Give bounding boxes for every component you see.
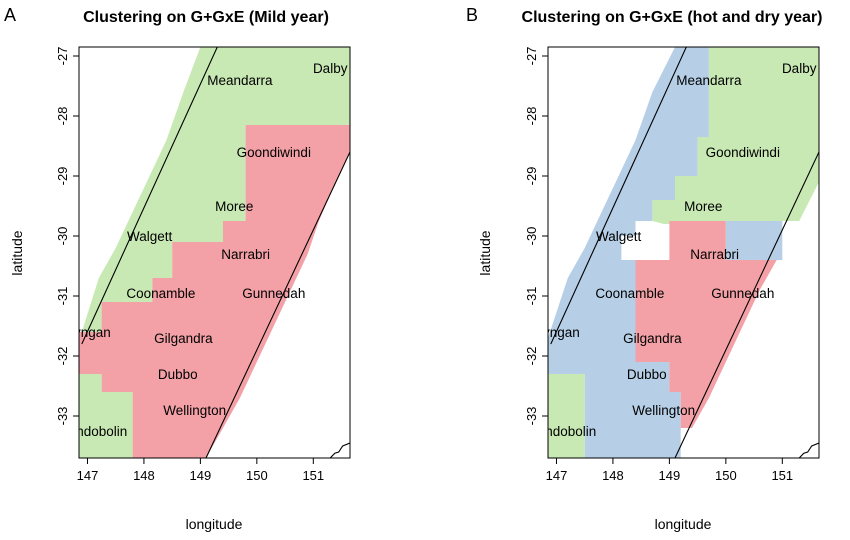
y-tick-label: -27 — [524, 47, 539, 66]
cluster-region-green-4 — [548, 374, 585, 458]
x-tick-label: 150 — [246, 468, 268, 483]
region-boundary-line-0 — [81, 47, 218, 345]
y-tick-label: -33 — [55, 407, 70, 426]
town-label-condobolin: Condobolin — [59, 424, 127, 439]
coastline — [798, 442, 819, 458]
x-tick-label: 149 — [659, 468, 681, 483]
cluster-region-blue-0 — [548, 47, 709, 458]
town-label-moree: Moree — [215, 199, 253, 214]
panel-title-b: Clustering on G+GxE (hot and dry year) — [522, 9, 823, 26]
panel-letter-a: A — [4, 5, 16, 25]
x-axis-label-a: longitude — [186, 516, 243, 532]
panel-letter-b: B — [466, 5, 478, 25]
x-tick-label: 151 — [771, 468, 793, 483]
y-tick-label: -31 — [524, 287, 539, 306]
x-axis-label-b: longitude — [655, 516, 712, 532]
region-boundary-line-1 — [205, 151, 350, 458]
town-label-coonamble: Coonamble — [126, 286, 195, 301]
x-tick-label: 148 — [133, 468, 155, 483]
map-area: Dalby Meandarra Goondiwindi Moree Walgett Nar… — [59, 47, 350, 458]
y-tick-label: -29 — [524, 167, 539, 186]
x-tick-label: 147 — [546, 468, 568, 483]
cluster-region-green-2 — [652, 47, 819, 224]
y-tick-label: -28 — [524, 107, 539, 126]
town-label-goondiwindi: Goondiwindi — [237, 145, 311, 160]
region-boundary-line-1 — [674, 151, 819, 458]
map-plot-b: Dalby Meandarra Goondiwindi Moree Walgett Nar… — [524, 46, 820, 483]
map-area: Dalby Meandarra Goondiwindi Moree Walgett Nar… — [528, 47, 819, 458]
y-axis-label-b: latitude — [477, 230, 493, 275]
town-label-walgett: Walgett — [127, 229, 173, 244]
region-boundary-line-0 — [550, 47, 687, 345]
town-label-wellington: Wellington — [632, 403, 695, 418]
town-label-nyngan: Nyngan — [64, 325, 111, 340]
x-tick-label: 150 — [715, 468, 737, 483]
town-label-gilgandra: Gilgandra — [154, 331, 213, 346]
plot-frame — [547, 46, 820, 459]
town-label-meandarra: Meandarra — [207, 73, 273, 88]
town-label-narrabri: Narrabri — [221, 247, 270, 262]
y-tick-label: -31 — [55, 287, 70, 306]
panel-a: A Clustering on G+GxE (Mild year) longit… — [4, 5, 351, 532]
y-tick-label: -28 — [55, 107, 70, 126]
panel-b: B Clustering on G+GxE (hot and dry year)… — [466, 5, 822, 532]
town-label-wellington: Wellington — [163, 403, 226, 418]
town-label-gilgandra: Gilgandra — [623, 331, 682, 346]
x-tick-label: 151 — [302, 468, 324, 483]
y-tick-label: -32 — [55, 347, 70, 366]
town-label-dubbo: Dubbo — [158, 367, 198, 382]
y-tick-label: -29 — [55, 167, 70, 186]
y-tick-label: -33 — [524, 407, 539, 426]
y-tick-label: -32 — [524, 347, 539, 366]
town-label-condobolin: Condobolin — [528, 424, 596, 439]
coastline — [329, 442, 350, 458]
cluster-region-red-1 — [79, 125, 350, 458]
town-label-dalby: Dalby — [782, 61, 817, 76]
y-tick-label: -30 — [524, 227, 539, 246]
cluster-region-green-2 — [79, 374, 133, 458]
town-label-dalby: Dalby — [313, 61, 348, 76]
cluster-region-red-3 — [635, 221, 777, 428]
town-label-moree: Moree — [684, 199, 722, 214]
town-label-coonamble: Coonamble — [595, 286, 664, 301]
x-tick-label: 148 — [602, 468, 624, 483]
x-tick-label: 149 — [190, 468, 212, 483]
town-label-meandarra: Meandarra — [676, 73, 742, 88]
town-label-gunnedah: Gunnedah — [242, 286, 305, 301]
map-plot-a: Dalby Meandarra Goondiwindi Moree Walgett Nar… — [55, 46, 351, 483]
town-label-gunnedah: Gunnedah — [711, 286, 774, 301]
x-tick-label: 147 — [77, 468, 99, 483]
cluster-region-blue-1 — [725, 221, 783, 260]
y-tick-label: -30 — [55, 227, 70, 246]
panel-title-a: Clustering on G+GxE (Mild year) — [83, 9, 329, 26]
cluster-region-green-0 — [81, 47, 350, 332]
town-label-dubbo: Dubbo — [627, 367, 667, 382]
y-tick-label: -27 — [55, 47, 70, 66]
town-label-walgett: Walgett — [596, 229, 642, 244]
y-axis-label-a: latitude — [9, 230, 25, 275]
town-label-goondiwindi: Goondiwindi — [706, 145, 780, 160]
plot-frame — [78, 46, 351, 459]
town-label-narrabri: Narrabri — [690, 247, 739, 262]
town-label-nyngan: Nyngan — [533, 325, 580, 340]
